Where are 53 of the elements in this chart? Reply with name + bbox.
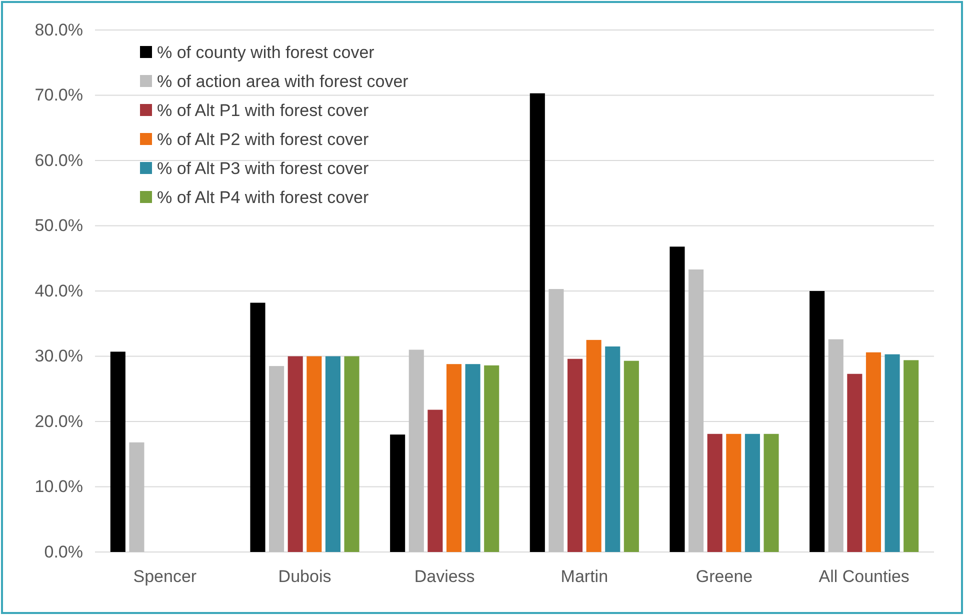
y-tick-label: 10.0%: [34, 477, 83, 496]
bar: [408, 350, 424, 552]
legend-label: % of Alt P2 with forest cover: [157, 130, 369, 149]
y-tick-label: 50.0%: [34, 216, 83, 236]
x-tick-label: Dubois: [278, 567, 332, 586]
bar: [670, 246, 685, 552]
bar: [624, 360, 639, 552]
bar: [129, 442, 144, 552]
y-tick-label: 20.0%: [34, 412, 83, 431]
bar: [306, 356, 322, 552]
bar: [904, 360, 919, 552]
bar: [847, 374, 862, 552]
bar: [269, 366, 284, 552]
bar: [744, 434, 760, 552]
legend-label: % of Alt P4 with forest cover: [157, 188, 369, 207]
bar: [288, 356, 303, 552]
x-tick-label: All Counties: [818, 567, 910, 586]
bar: [325, 356, 340, 552]
x-tick-label: Greene: [696, 567, 753, 586]
legend-label: % of county with forest cover: [157, 43, 375, 62]
legend-label: % of Alt P3 with forest cover: [157, 159, 369, 178]
x-tick-label: Daviess: [414, 567, 475, 586]
bar: [866, 352, 882, 552]
y-tick-label: 80.0%: [34, 20, 83, 40]
bar: [446, 364, 462, 552]
x-tick-label: Spencer: [133, 567, 197, 586]
x-tick-label: Martin: [560, 567, 608, 586]
bar: [586, 340, 602, 552]
y-tick-label: 70.0%: [34, 86, 83, 105]
bar: [828, 339, 844, 552]
bar: [688, 269, 704, 552]
bar: [465, 364, 480, 552]
bar: [810, 291, 825, 552]
bar: [484, 365, 500, 552]
bar: [726, 434, 742, 552]
y-tick-label: 60.0%: [34, 150, 83, 170]
bar: [605, 346, 620, 552]
y-tick-label: 0.0%: [44, 542, 83, 562]
legend-label: % of action area with forest cover: [157, 72, 409, 91]
bar: [428, 410, 443, 552]
legend-label: % of Alt P1 with forest cover: [157, 101, 369, 120]
bar: [764, 434, 779, 552]
y-tick-label: 30.0%: [34, 346, 83, 366]
bar: [250, 302, 266, 552]
bar: [548, 289, 564, 552]
bar: [567, 358, 583, 552]
bar: [707, 434, 722, 552]
bar: [110, 352, 126, 552]
bar: [884, 354, 900, 552]
bar: [344, 356, 360, 552]
y-tick-label: 40.0%: [34, 281, 83, 300]
bar: [390, 434, 406, 552]
bar: [530, 93, 545, 552]
